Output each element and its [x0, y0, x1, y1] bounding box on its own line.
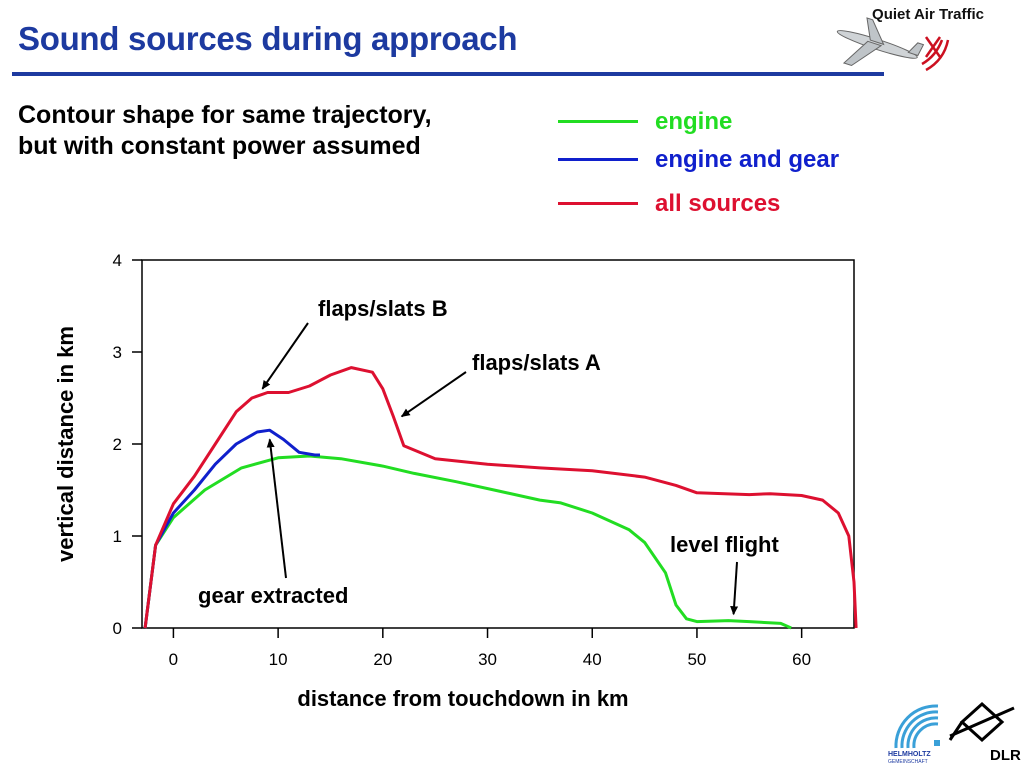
annotation-flaps-slats-B-arrow	[261, 322, 309, 390]
x-tick-label: 0	[169, 650, 178, 669]
plot-frame	[141, 259, 855, 629]
y-tick-label: 2	[113, 435, 122, 454]
legend-swatch-engine	[558, 120, 638, 123]
dlr-logo: DLR	[948, 701, 1021, 764]
x-tick-label: 60	[792, 650, 811, 669]
chart-subtitle: Contour shape for same trajectory, but w…	[18, 100, 538, 162]
annotation-gear-extracted-arrow	[266, 438, 287, 579]
annotation-flaps-slats-A-arrow	[400, 371, 467, 418]
svg-text:GEMEINSCHAFT: GEMEINSCHAFT	[888, 759, 928, 764]
series-line-all-sources	[143, 366, 858, 629]
annotation-flaps-slats-B-label: flaps/slats B	[318, 296, 448, 321]
annotation-flaps-slats-A-label: flaps/slats A	[472, 350, 601, 375]
brand-text: Quiet Air Traffic	[872, 6, 984, 23]
legend-swatch-all-sources	[558, 202, 638, 205]
title-underline	[12, 72, 884, 76]
annotation-gear-extracted-label: gear extracted	[198, 583, 348, 608]
y-axis-label: vertical distance in km	[53, 326, 78, 562]
y-tick-label: 3	[113, 343, 122, 362]
x-tick-label: 50	[687, 650, 706, 669]
subtitle-line-2: but with constant power assumed	[18, 132, 421, 160]
quiet-air-traffic-logo: Quiet Air Traffic	[826, 4, 996, 72]
legend-item-engine-and-gear: engine and gear	[558, 142, 888, 176]
x-tick-label: 30	[478, 650, 497, 669]
legend-label-engine: engine	[655, 108, 733, 135]
legend-item-engine: engine	[558, 104, 888, 138]
y-tick-label: 0	[113, 619, 122, 638]
annotation-level-flight-label: level flight	[670, 532, 779, 557]
x-tick-label: 20	[373, 650, 392, 669]
x-tick-label: 40	[583, 650, 602, 669]
svg-text:DLR: DLR	[990, 747, 1021, 764]
annotation-level-flight-arrow	[730, 561, 739, 616]
x-tick-label: 10	[269, 650, 288, 669]
subtitle-line-1: Contour shape for same trajectory,	[18, 101, 432, 129]
series-line-engine	[143, 454, 792, 630]
legend-swatch-engine-and-gear	[558, 158, 638, 161]
slide-title: Sound sources during approach	[18, 20, 518, 57]
legend-label-all-sources: all sources	[655, 190, 781, 217]
y-tick-label: 1	[113, 527, 122, 546]
legend-item-all-sources: all sources	[558, 186, 888, 220]
x-axis-label: distance from touchdown in km	[297, 686, 628, 711]
svg-text:HELMHOLTZ: HELMHOLTZ	[888, 751, 931, 758]
chart-legend: engine engine and gear all sources	[558, 100, 888, 230]
legend-label-engine-and-gear: engine and gear	[655, 146, 840, 173]
helmholtz-logo: HELMHOLTZ GEMEINSCHAFT	[888, 704, 940, 764]
series-line-engine-and-gear	[143, 428, 320, 629]
airplane-icon	[836, 17, 950, 72]
y-tick-label: 4	[113, 251, 122, 270]
noise-cross-icon	[921, 36, 950, 72]
